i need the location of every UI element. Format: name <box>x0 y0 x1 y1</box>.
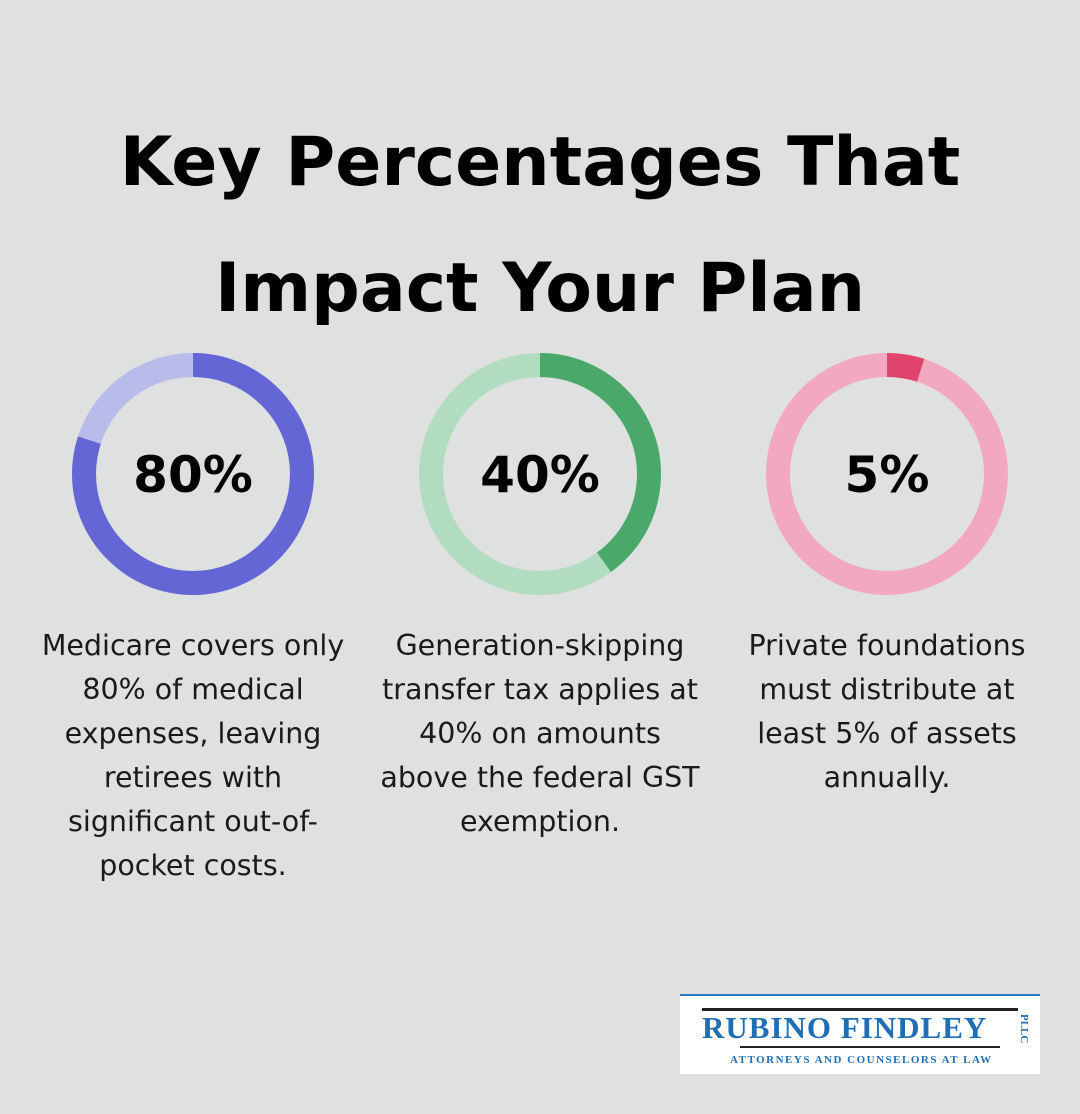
logo-rule <box>702 1008 1018 1011</box>
logo-rule <box>740 1046 1000 1048</box>
donut-description: Generation-skipping transfer tax applies… <box>380 629 700 838</box>
donut-value-arc <box>419 353 661 595</box>
page-title: Key Percentages That Impact Your Plan <box>119 123 961 328</box>
donut-value-arc <box>72 353 314 595</box>
company-logo: RUBINO FINDLEY PLLC ATTORNEYS AND COUNSE… <box>680 994 1040 1074</box>
donut-card: 5% Private foundations must distribute at… <box>727 352 1047 800</box>
donut-label: 5% <box>845 446 930 504</box>
donut-label: 40% <box>480 446 600 504</box>
donut-chart: 80% <box>72 353 314 595</box>
logo-tagline: ATTORNEYS AND COUNSELORS AT LAW <box>730 1054 993 1066</box>
donut-label: 80% <box>133 446 253 504</box>
donut-chart: 5% <box>766 353 1008 595</box>
donut-description: Private foundations must distribute at l… <box>748 629 1026 794</box>
donut-description: Medicare covers only 80% of medical expe… <box>41 629 345 882</box>
logo-suffix: PLLC <box>1018 1014 1030 1044</box>
donut-value-arc <box>766 353 1008 595</box>
donut-card: 40% Generation-skipping transfer tax appl… <box>380 352 700 844</box>
donut-card: 80% Medicare covers only 80% of medical e… <box>33 352 353 888</box>
logo-name: RUBINO FINDLEY <box>702 1010 988 1045</box>
donut-chart: 40% <box>419 353 661 595</box>
